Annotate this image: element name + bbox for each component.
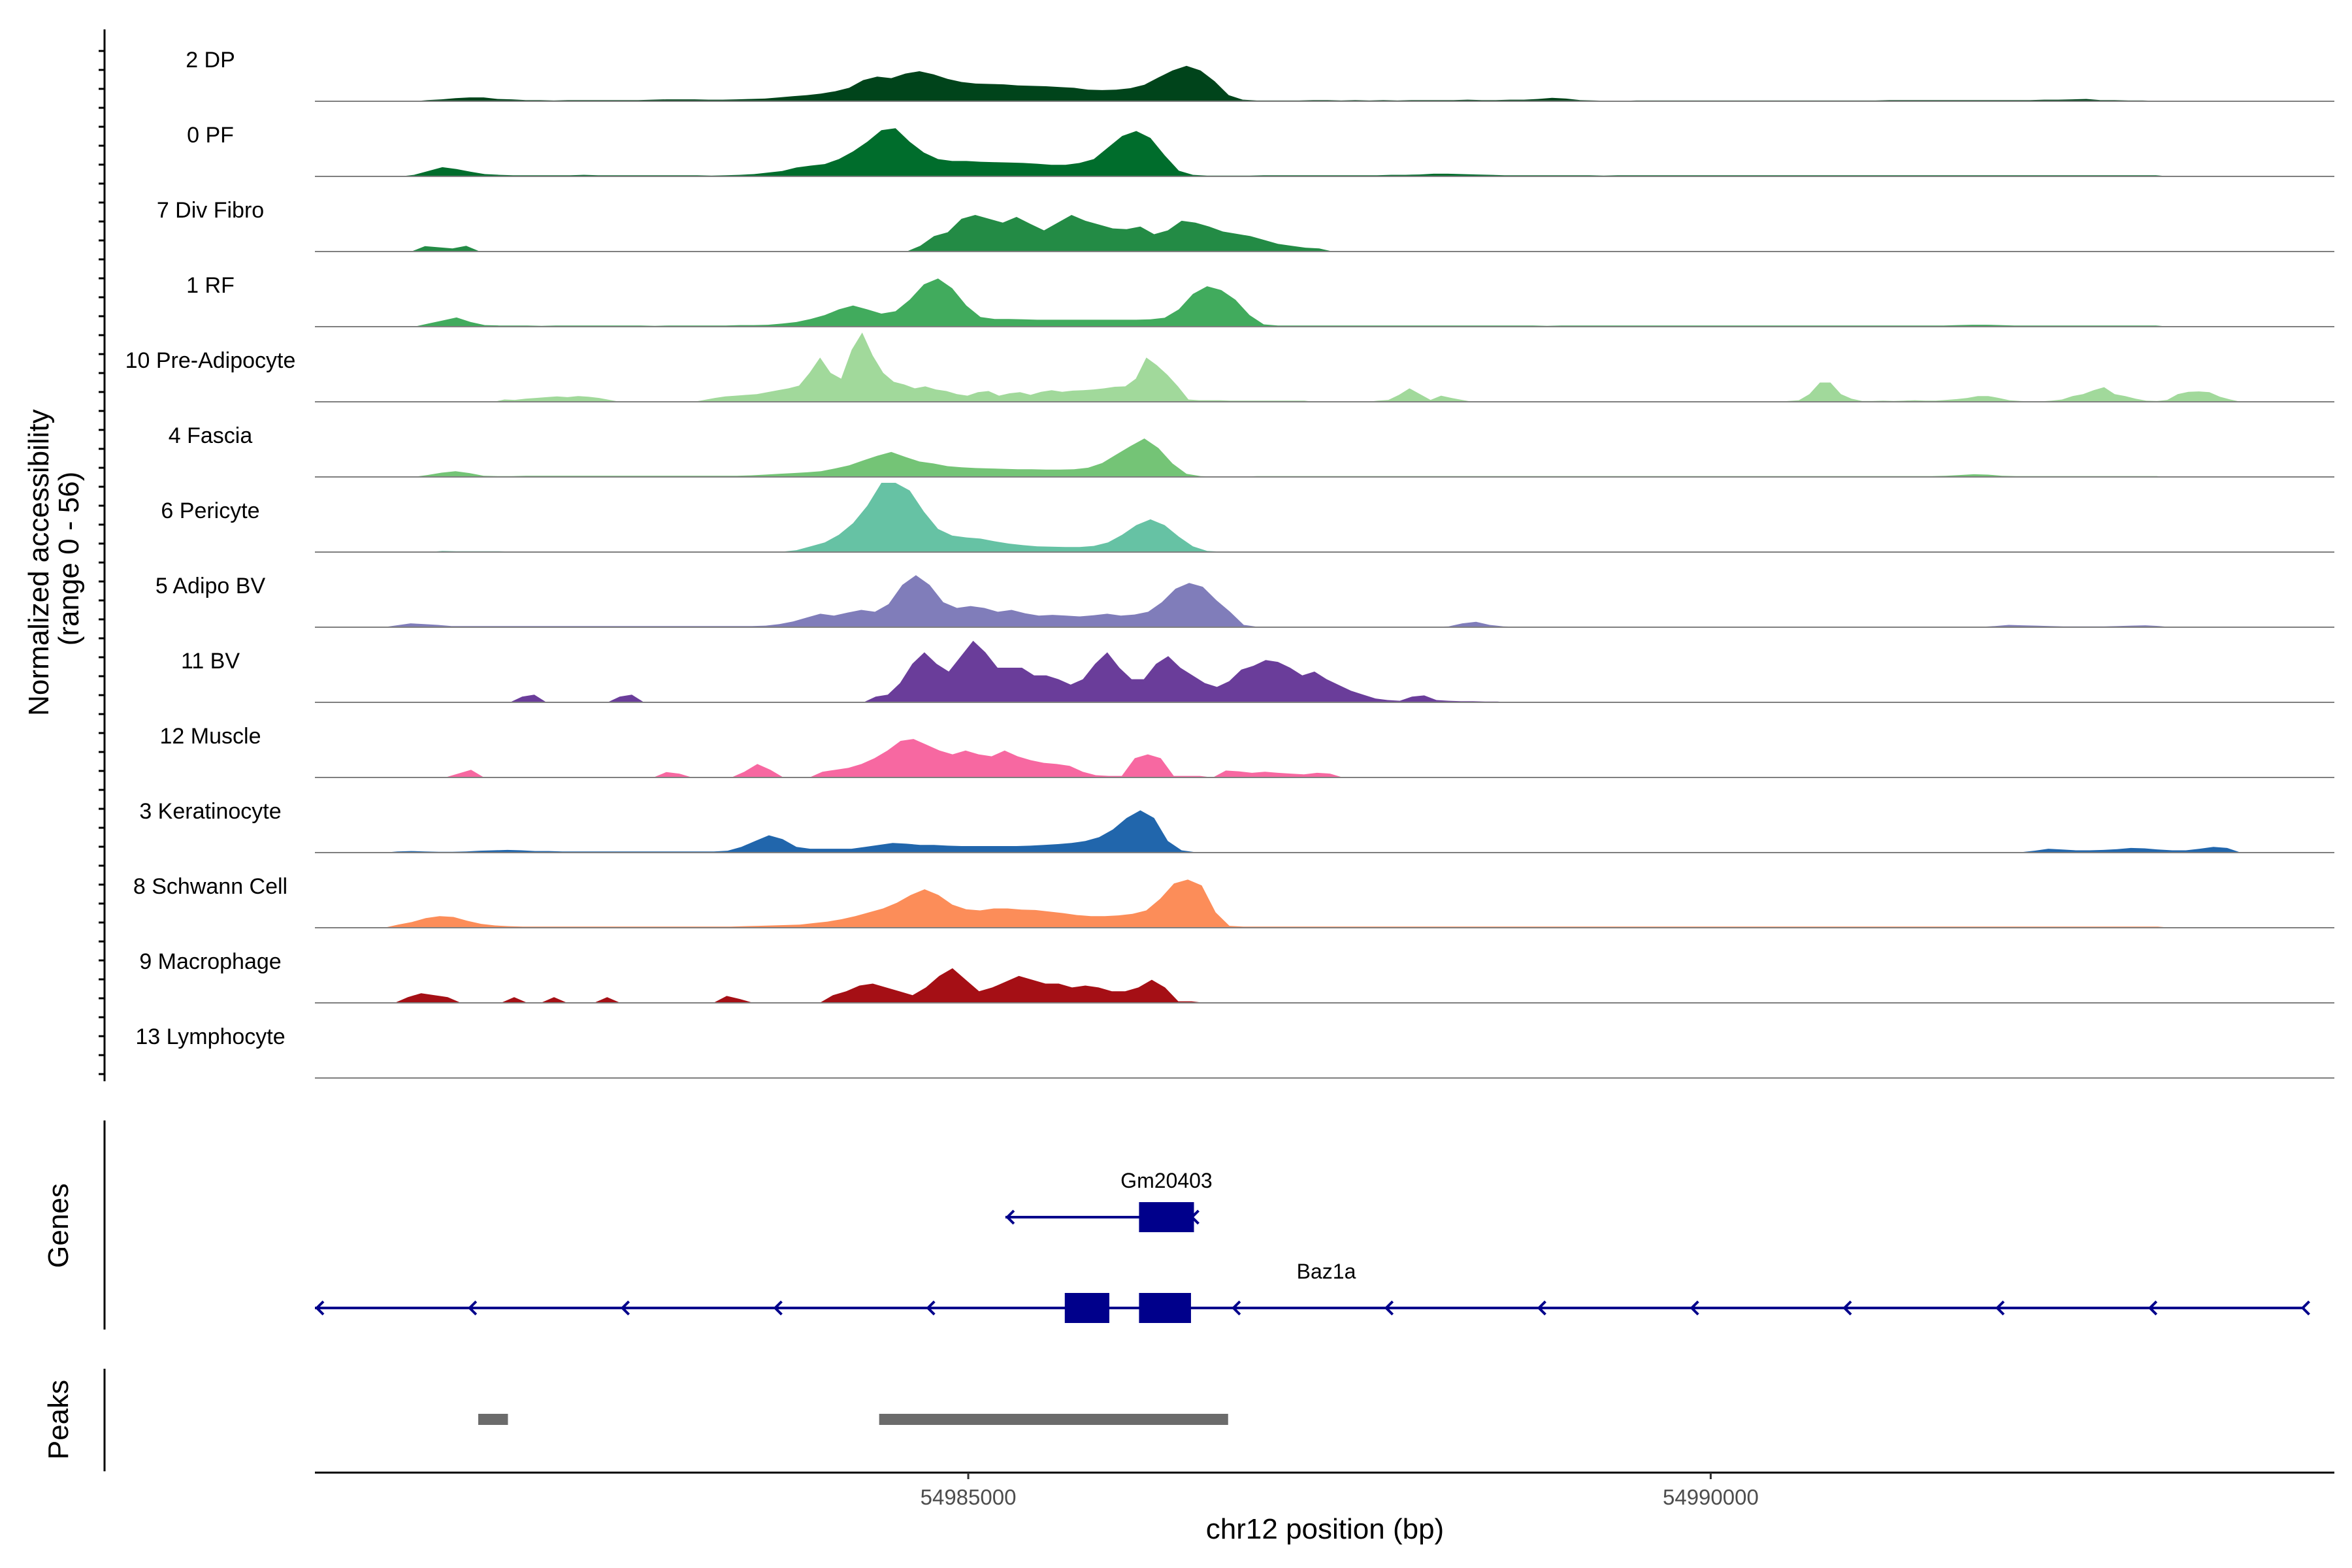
x-axis-title: chr12 position (bp) bbox=[1206, 1513, 1444, 1545]
coverage-tracks: 2 DP 0 PF 7 Div Fibro 1 RF 10 Pre-Adipocyte 4… bbox=[125, 48, 2334, 1079]
genes-panel: Genes Gm20403 Baz1a bbox=[42, 1120, 2310, 1330]
coverage-y-axis-title-line-2: (range 0 - 56) bbox=[53, 472, 85, 646]
track-label: 4 Fascia bbox=[169, 423, 253, 448]
exon bbox=[1139, 1202, 1194, 1232]
strand-chevron bbox=[620, 1300, 630, 1316]
coverage-y-axis-title: Normalized accessibility (range 0 - 56) bbox=[23, 401, 85, 716]
strand-chevron bbox=[2300, 1300, 2310, 1316]
track-3: 7 Div Fibro bbox=[157, 198, 2334, 252]
gene-models: Gm20403 Baz1a bbox=[315, 1169, 2310, 1323]
track-label: 1 RF bbox=[186, 273, 235, 298]
strand-chevron bbox=[1690, 1300, 1699, 1316]
genes-track-title: Genes bbox=[42, 1183, 74, 1268]
track-label: 0 PF bbox=[187, 123, 234, 148]
track-10: 12 Muscle bbox=[160, 724, 2334, 778]
coverage-area bbox=[315, 640, 2241, 702]
track-label: 2 DP bbox=[186, 48, 235, 73]
gene-Gm20403: Gm20403 bbox=[1005, 1169, 1213, 1232]
peak-region bbox=[478, 1414, 508, 1425]
track-label: 3 Keratinocyte bbox=[139, 799, 281, 824]
coverage-area bbox=[315, 215, 2241, 252]
track-label: 7 Div Fibro bbox=[157, 198, 264, 223]
gene-name: Baz1a bbox=[1297, 1260, 1356, 1283]
track-label: 5 Adipo BV bbox=[155, 574, 266, 598]
strand-chevron bbox=[467, 1300, 478, 1316]
peak-region bbox=[879, 1414, 1228, 1425]
track-8: 5 Adipo BV bbox=[155, 574, 2334, 628]
track-label: 12 Muscle bbox=[160, 724, 261, 749]
peaks-track-title: Peaks bbox=[42, 1380, 74, 1460]
strand-chevron bbox=[315, 1300, 325, 1316]
coverage-y-axis-title-line-1: Normalized accessibility bbox=[23, 409, 55, 715]
strand-chevron bbox=[1005, 1209, 1015, 1225]
exon bbox=[1139, 1293, 1191, 1323]
track-label: 6 Pericyte bbox=[161, 498, 259, 523]
track-2: 0 PF bbox=[187, 123, 2334, 177]
track-6: 4 Fascia bbox=[169, 423, 2334, 478]
strand-chevron bbox=[1232, 1300, 1241, 1316]
coverage-y-ticks bbox=[99, 50, 105, 1075]
track-4: 1 RF bbox=[186, 273, 2334, 327]
strand-chevron bbox=[1842, 1300, 1852, 1316]
strand-chevron bbox=[1384, 1300, 1394, 1316]
strand-chevron bbox=[1537, 1300, 1546, 1316]
strand-chevron bbox=[926, 1300, 936, 1316]
x-tick-label: 54990000 bbox=[1663, 1485, 1759, 1509]
track-5: 10 Pre-Adipocyte bbox=[125, 333, 2334, 402]
strand-chevron bbox=[773, 1300, 783, 1316]
track-12: 8 Schwann Cell bbox=[133, 874, 2334, 928]
track-label: 9 Macrophage bbox=[139, 949, 281, 974]
track-label: 11 BV bbox=[181, 649, 240, 674]
x-axis-ticks: 54985000 54990000 bbox=[921, 1473, 1759, 1509]
peaks-panel: Peaks bbox=[42, 1369, 1228, 1471]
track-14: 13 Lymphocyte bbox=[135, 1024, 2334, 1079]
track-label: 13 Lymphocyte bbox=[135, 1024, 285, 1049]
x-tick-label: 54985000 bbox=[921, 1485, 1017, 1509]
peak-regions bbox=[478, 1414, 1228, 1425]
strand-chevron bbox=[1995, 1300, 2005, 1316]
x-axis: 54985000 54990000 chr12 position (bp) bbox=[315, 1471, 2334, 1545]
track-label: 8 Schwann Cell bbox=[133, 874, 287, 899]
track-label: 10 Pre-Adipocyte bbox=[125, 348, 296, 373]
gene-name: Gm20403 bbox=[1120, 1169, 1213, 1192]
gene-Baz1a: Baz1a bbox=[315, 1260, 2310, 1323]
strand-chevron bbox=[2148, 1300, 2158, 1316]
track-13: 9 Macrophage bbox=[139, 949, 2334, 1004]
track-9: 11 BV bbox=[181, 640, 2334, 703]
track-11: 3 Keratinocyte bbox=[139, 799, 2334, 853]
track-7: 6 Pericyte bbox=[161, 483, 2334, 553]
track-1: 2 DP bbox=[186, 48, 2334, 102]
coverage-panel: Normalized accessibility (range 0 - 56) … bbox=[23, 29, 2334, 1081]
exon bbox=[1064, 1293, 1109, 1323]
